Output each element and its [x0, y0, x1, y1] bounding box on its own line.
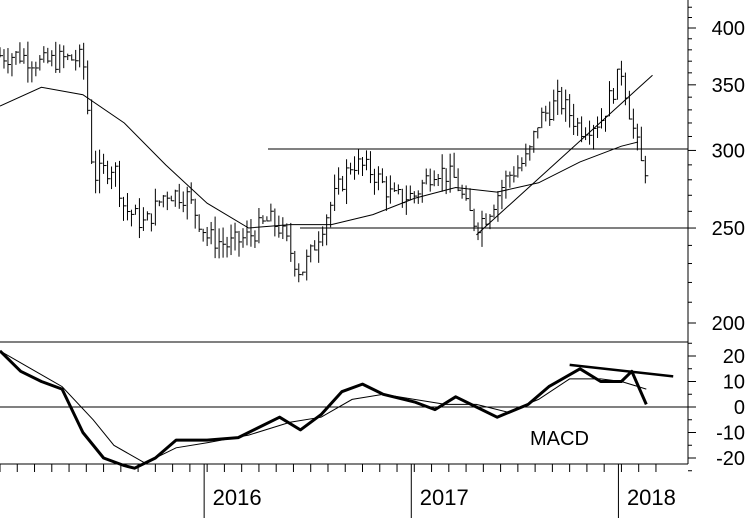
year-label: 2016: [213, 485, 262, 510]
macd-line: [0, 349, 648, 470]
macd-tick-label: 0: [734, 397, 745, 419]
year-label: 2017: [420, 485, 469, 510]
macd-panel: 20 10 0 -10 -20 MACD: [0, 342, 745, 472]
year-label: 2018: [627, 485, 676, 510]
signal-line: [0, 350, 647, 464]
price-tick-label: 350: [712, 75, 745, 97]
price-panel: 200 250 300 350 400: [0, 6, 745, 335]
moving-average-line: [0, 86, 639, 229]
price-tick-label: 300: [712, 140, 745, 162]
date-axis: 2016 2017 2018: [0, 464, 676, 518]
price-axis: 200 250 300 350 400: [688, 6, 745, 335]
price-series-group: [0, 41, 649, 283]
macd-trendline: [569, 363, 674, 378]
chart-frame: [0, 0, 689, 465]
price-tick-label: 200: [712, 313, 745, 335]
macd-series-group: [0, 349, 648, 470]
macd-tick-label: -20: [716, 448, 745, 470]
macd-label: MACD: [530, 428, 589, 450]
macd-tick-label: 20: [723, 346, 745, 368]
price-reference-lines: [268, 74, 688, 236]
macd-axis: 20 10 0 -10 -20: [688, 342, 745, 472]
price-tick-label: 400: [712, 18, 745, 40]
uptrend-line: [476, 74, 653, 236]
macd-tick-label: 10: [723, 372, 745, 394]
price-tick-label: 250: [712, 218, 745, 240]
macd-reference-lines: [0, 363, 688, 408]
macd-tick-label: -10: [716, 423, 745, 445]
